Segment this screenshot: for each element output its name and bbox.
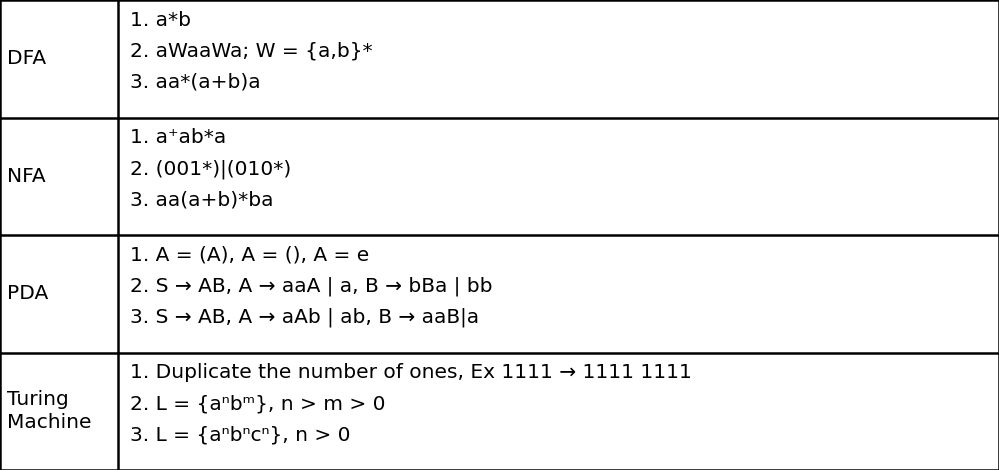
Text: 2. S → AB, A → aaA | a, B → bBa | bb: 2. S → AB, A → aaA | a, B → bBa | bb [130,276,493,296]
Text: DFA: DFA [7,49,46,68]
Text: Turing
Machine: Turing Machine [7,390,92,432]
Text: 1. a*b: 1. a*b [130,10,191,30]
Text: 3. S → AB, A → aAb | ab, B → aaB|a: 3. S → AB, A → aAb | ab, B → aaB|a [130,308,479,327]
Text: 1. A = (A), A = (), A = e: 1. A = (A), A = (), A = e [130,245,370,265]
Text: NFA: NFA [7,167,46,186]
Text: 3. aa(a+b)*ba: 3. aa(a+b)*ba [130,190,274,210]
Text: 2. (001*)|(010*): 2. (001*)|(010*) [130,159,291,179]
Text: 2. L = {aⁿbᵐ}, n > m > 0: 2. L = {aⁿbᵐ}, n > m > 0 [130,394,386,413]
Text: 2. aWaaWa; W = {a,b}*: 2. aWaaWa; W = {a,b}* [130,42,373,61]
Text: 3. aa*(a+b)a: 3. aa*(a+b)a [130,73,261,92]
Text: PDA: PDA [7,284,48,303]
Text: 3. L = {aⁿbⁿcⁿ}, n > 0: 3. L = {aⁿbⁿcⁿ}, n > 0 [130,425,351,445]
Text: 1. a⁺ab*a: 1. a⁺ab*a [130,128,226,147]
Text: 1. Duplicate the number of ones, Ex 1111 → 1111 1111: 1. Duplicate the number of ones, Ex 1111… [130,363,691,382]
